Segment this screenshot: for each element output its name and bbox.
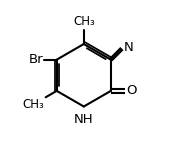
Text: CH₃: CH₃ [73, 15, 95, 28]
Text: O: O [126, 84, 137, 97]
Text: NH: NH [74, 113, 94, 126]
Text: Br: Br [29, 53, 43, 66]
Text: CH₃: CH₃ [23, 98, 44, 111]
Text: N: N [124, 41, 133, 54]
